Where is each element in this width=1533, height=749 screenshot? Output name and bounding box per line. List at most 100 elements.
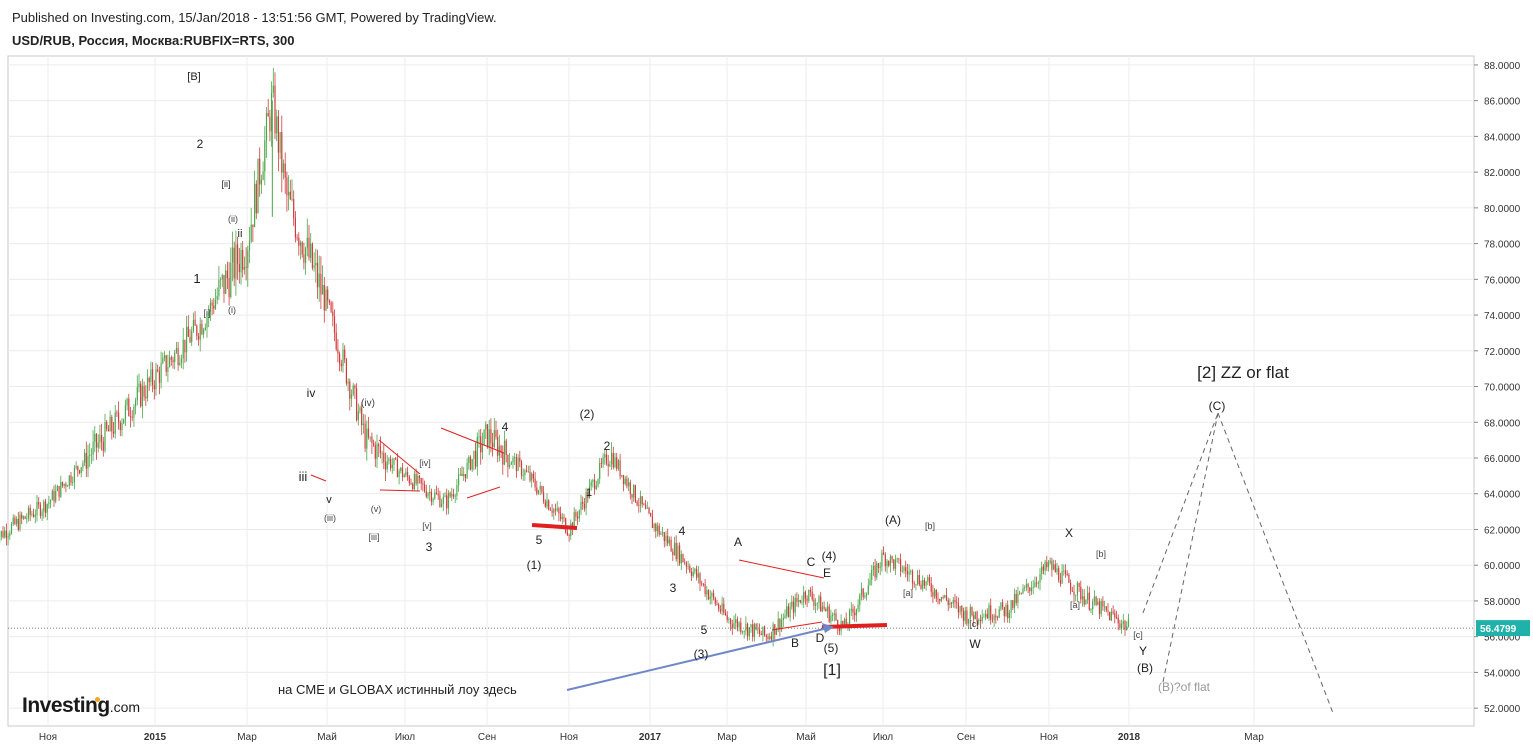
candle-body xyxy=(1083,596,1085,605)
candle-body xyxy=(99,434,101,443)
candle-body xyxy=(1124,621,1126,631)
candle-body xyxy=(1053,564,1055,570)
candle-body xyxy=(342,349,344,367)
candle-body xyxy=(775,629,778,635)
candle-body xyxy=(503,440,506,465)
candle-body xyxy=(796,597,798,602)
candle-body xyxy=(818,596,820,603)
candle-body xyxy=(167,366,169,372)
candle-body xyxy=(1022,588,1024,594)
candle-body xyxy=(412,483,414,490)
candle-body xyxy=(163,355,166,359)
candle-body xyxy=(260,179,262,185)
candle-body xyxy=(1114,613,1116,618)
candle-body xyxy=(626,478,628,487)
candle-body xyxy=(243,266,245,270)
candle-body xyxy=(762,626,764,636)
candle-body xyxy=(750,624,752,628)
candle-body xyxy=(935,589,937,599)
candle-body xyxy=(5,530,7,539)
x-tick-label: Ноя xyxy=(39,732,57,743)
candle-body xyxy=(24,516,26,519)
candle-body xyxy=(242,249,244,270)
candle-body xyxy=(689,566,691,572)
wave-label: iii xyxy=(299,469,308,484)
candle-body xyxy=(918,575,920,585)
candle-body xyxy=(452,494,455,497)
candle-body xyxy=(349,381,351,399)
candle-body xyxy=(560,513,562,520)
candle-body xyxy=(719,609,721,612)
candle-body xyxy=(634,485,636,502)
candle-body xyxy=(369,436,371,438)
support-mark xyxy=(531,523,578,530)
candle-series xyxy=(0,67,1129,647)
plot-frame xyxy=(7,55,1475,727)
projection-line xyxy=(1162,412,1219,683)
candle-body xyxy=(988,605,990,619)
candle-body xyxy=(301,242,303,255)
candle-body xyxy=(435,492,438,494)
candle-body xyxy=(959,606,961,613)
candle-body xyxy=(463,474,465,477)
candle-body xyxy=(908,571,910,575)
candle-body xyxy=(884,554,886,567)
candle-body xyxy=(337,349,339,355)
candle-body xyxy=(903,567,905,571)
candle-body xyxy=(422,483,424,485)
candle-body xyxy=(893,559,895,569)
candle-body xyxy=(864,595,866,598)
candle-body xyxy=(539,486,541,490)
candle-body xyxy=(493,430,495,448)
candle-body xyxy=(519,457,521,462)
candle-body xyxy=(492,442,494,448)
candle-body xyxy=(293,199,295,219)
candle-body xyxy=(541,486,543,493)
candle-body xyxy=(937,598,939,600)
candle-body xyxy=(395,458,397,460)
candle-body xyxy=(622,475,625,485)
candle-body xyxy=(597,479,599,486)
alt-scenario-label: (B)?of flat xyxy=(1158,680,1211,694)
candle-body xyxy=(1122,621,1124,624)
wave-label: 2 xyxy=(604,439,611,453)
wave-drawings xyxy=(8,412,1474,714)
candle-body xyxy=(512,457,514,463)
candle-body xyxy=(682,554,684,563)
candle-body xyxy=(629,482,631,495)
y-tick-label: 60.0000 xyxy=(1484,561,1521,572)
candle-body xyxy=(1097,601,1099,605)
candle-body xyxy=(670,539,672,552)
candle-body xyxy=(1119,623,1121,628)
candle-body xyxy=(316,262,319,288)
candle-body xyxy=(738,622,740,628)
candle-body xyxy=(551,510,553,513)
candle-body xyxy=(507,455,509,467)
candle-body xyxy=(981,616,983,622)
candle-body xyxy=(743,631,745,633)
candle-body xyxy=(230,262,232,297)
candle-body xyxy=(332,311,334,317)
candle-body xyxy=(583,503,585,509)
candle-body xyxy=(590,482,592,486)
candle-body xyxy=(779,618,781,630)
candle-body xyxy=(288,191,290,196)
y-tick-label: 86.0000 xyxy=(1484,97,1521,108)
candle-body xyxy=(553,509,555,513)
candle-body xyxy=(204,327,206,330)
candle-body xyxy=(1051,560,1053,570)
candle-body xyxy=(821,606,823,612)
candle-body xyxy=(68,475,70,486)
candle-body xyxy=(476,437,478,467)
wave-label: (A) xyxy=(885,513,901,527)
candle-body xyxy=(520,461,523,476)
candle-body xyxy=(998,609,1000,618)
candle-body xyxy=(677,545,679,560)
y-tick-label: 72.0000 xyxy=(1484,347,1521,358)
candle-body xyxy=(226,270,228,278)
candle-body xyxy=(495,430,497,437)
candle-body xyxy=(599,462,601,480)
candle-body xyxy=(1104,606,1106,608)
candle-body xyxy=(102,441,104,451)
